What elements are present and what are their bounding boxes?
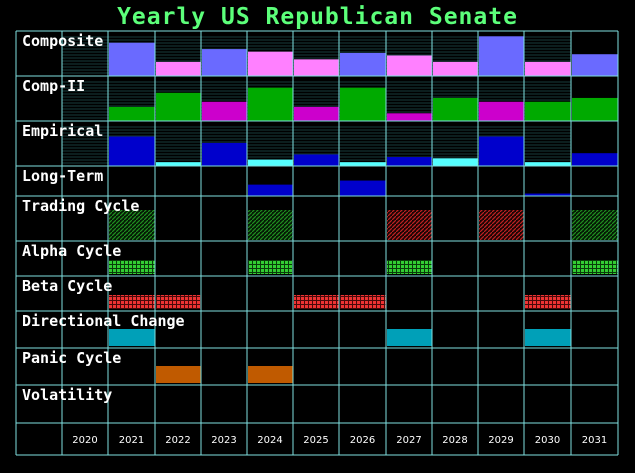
- comp-ii-bar-2025: [294, 106, 339, 121]
- beta-cycle-cell-2021: [109, 295, 155, 309]
- empirical-bar-2023: [202, 142, 247, 166]
- year-label-2020: 2020: [72, 435, 97, 446]
- comp-ii-bar-2031: [572, 97, 618, 121]
- panic-cycle-cell-2024: [248, 366, 293, 383]
- beta-cycle-cell-2022: [156, 295, 201, 309]
- row-label-beta-cycle: Beta Cycle: [22, 277, 112, 295]
- empirical-bar-2029: [479, 136, 524, 166]
- directional-change-cell-2027: [387, 329, 432, 346]
- empirical-bar-2026: [340, 162, 386, 166]
- empirical-bar-2024: [248, 159, 293, 166]
- panic-cycle-cell-2022: [156, 366, 201, 383]
- comp-ii-bar-2024: [248, 87, 293, 121]
- empirical-bar-2031: [572, 153, 618, 166]
- composite-bar-2021: [109, 42, 155, 76]
- comp-ii-bar-2022: [156, 92, 201, 121]
- row-label-empirical: Empirical: [22, 122, 103, 140]
- composite-bar-2026: [340, 52, 386, 76]
- comp-ii-bar-2028: [433, 97, 478, 121]
- row-label-directional-change: Directional Change: [22, 312, 185, 330]
- beta-cycle-cell-2026: [340, 295, 386, 309]
- alpha-cycle-cell-2024: [248, 260, 293, 274]
- empirical-bar-2022: [156, 162, 201, 166]
- year-label-2026: 2026: [350, 435, 375, 446]
- year-label-2021: 2021: [119, 435, 144, 446]
- comp-ii-bar-2023: [202, 101, 247, 121]
- year-label-2028: 2028: [442, 435, 467, 446]
- row-label-composite: Composite: [22, 32, 103, 50]
- long-term-bar-2030: [525, 193, 571, 196]
- long-term-bar-2026: [340, 180, 386, 196]
- row-label-volatility: Volatility: [22, 386, 112, 404]
- composite-bar-2022: [156, 61, 201, 76]
- long-term-bar-2024: [248, 184, 293, 196]
- year-label-2022: 2022: [165, 435, 190, 446]
- composite-bar-2023: [202, 49, 247, 76]
- year-label-2030: 2030: [535, 435, 560, 446]
- year-label-2027: 2027: [396, 435, 421, 446]
- year-label-2029: 2029: [488, 435, 513, 446]
- year-label-2031: 2031: [582, 435, 607, 446]
- composite-bar-2024: [248, 51, 293, 76]
- composite-bar-2025: [294, 59, 339, 76]
- row-label-alpha-cycle: Alpha Cycle: [22, 242, 121, 260]
- comp-ii-bar-2027: [387, 113, 432, 121]
- empirical-bar-2025: [294, 154, 339, 166]
- row-label-long-term: Long-Term: [22, 167, 103, 185]
- year-label-2023: 2023: [211, 435, 236, 446]
- trading-cycle-cell-2021: [109, 210, 155, 240]
- comp-ii-bar-2030: [525, 101, 571, 121]
- composite-bar-2029: [479, 36, 524, 76]
- composite-bar-2030: [525, 61, 571, 76]
- trading-cycle-cell-2024: [248, 210, 293, 240]
- trading-cycle-cell-2029: [479, 210, 524, 240]
- directional-change-cell-2021: [109, 329, 155, 346]
- trading-cycle-cell-2031: [572, 210, 618, 240]
- comp-ii-bar-2021: [109, 106, 155, 121]
- comp-ii-bar-2026: [340, 87, 386, 121]
- empirical-bar-2021: [109, 136, 155, 166]
- composite-bar-2027: [387, 55, 432, 76]
- year-label-2025: 2025: [303, 435, 328, 446]
- beta-cycle-cell-2030: [525, 295, 571, 309]
- row-label-panic-cycle: Panic Cycle: [22, 349, 121, 367]
- composite-bar-2028: [433, 61, 478, 76]
- composite-bar-2031: [572, 54, 618, 76]
- alpha-cycle-cell-2027: [387, 260, 432, 274]
- empirical-bar-2028: [433, 158, 478, 166]
- directional-change-cell-2030: [525, 329, 571, 346]
- year-label-2024: 2024: [257, 435, 282, 446]
- chart-title: Yearly US Republican Senate: [117, 4, 518, 30]
- empirical-bar-2027: [387, 157, 432, 166]
- row-label-comp-ii: Comp-II: [22, 77, 85, 95]
- alpha-cycle-cell-2031: [572, 260, 618, 274]
- row-label-trading-cycle: Trading Cycle: [22, 197, 139, 215]
- trading-cycle-cell-2027: [387, 210, 432, 240]
- beta-cycle-cell-2025: [294, 295, 339, 309]
- comp-ii-bar-2029: [479, 101, 524, 121]
- empirical-bar-2030: [525, 162, 571, 166]
- alpha-cycle-cell-2021: [109, 260, 155, 274]
